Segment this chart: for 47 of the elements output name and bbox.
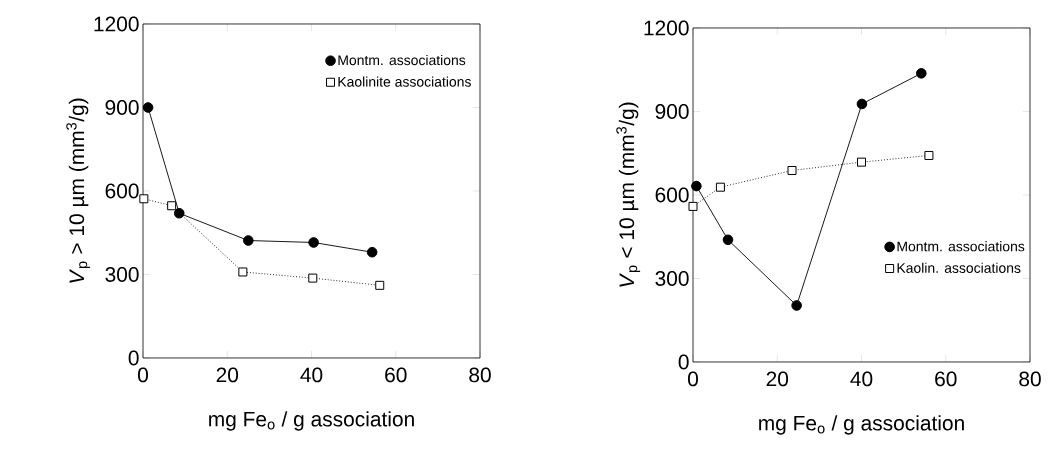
y-tick-label: 300 — [655, 271, 689, 286]
y-tick-label: 0 — [678, 354, 689, 370]
x-tick-label: 0 — [688, 371, 699, 387]
point — [924, 150, 934, 160]
point — [308, 237, 319, 248]
y-tick-label: 1200 — [94, 16, 139, 32]
x-tick-label: 20 — [766, 371, 789, 387]
point — [688, 201, 698, 211]
x-tick-label: 20 — [216, 367, 239, 383]
point — [142, 102, 154, 113]
x-tick-label: 80 — [469, 367, 491, 383]
y-tick-label: 900 — [105, 100, 139, 115]
legend-label: Kaolin. associations — [897, 262, 1021, 273]
x-axis-title: mg Fe$_{o}$ / g association — [209, 411, 414, 431]
x-axis-title: mg Fe$_{o}$ / g association — [759, 415, 964, 435]
y-axis-title: V$_{p}$ < 10 µm (mm$^{3}$/g) — [616, 102, 641, 287]
point — [916, 68, 927, 79]
y-tick-label: 900 — [655, 104, 689, 119]
point — [791, 300, 802, 311]
point — [375, 280, 385, 290]
point — [722, 234, 734, 246]
y-tick-label: 600 — [105, 183, 139, 199]
x-tick-label: 60 — [935, 371, 957, 387]
point — [856, 98, 868, 110]
y-axis-title: V$_{p}$ > 10 µm (mm$^{3}$/g) — [66, 98, 91, 283]
x-tick-label: 80 — [1019, 371, 1041, 387]
point — [139, 194, 149, 204]
point — [308, 273, 318, 283]
x-tick-label: 40 — [300, 367, 323, 383]
point — [243, 235, 254, 246]
x-tick-label: 40 — [850, 371, 873, 387]
point — [691, 180, 702, 192]
point — [173, 207, 185, 219]
legend-label: Montm. associations — [338, 54, 466, 66]
y-tick-label: 1200 — [644, 20, 689, 36]
point — [366, 246, 378, 258]
y-tick-label: 600 — [655, 187, 689, 203]
legend-label: Montm. associations — [897, 241, 1025, 252]
y-tick-label: 0 — [128, 350, 139, 366]
x-tick-label: 60 — [385, 367, 407, 383]
point — [787, 165, 797, 175]
point — [167, 201, 177, 211]
point — [238, 267, 248, 277]
point — [715, 182, 725, 192]
y-tick-label: 300 — [105, 267, 139, 282]
legend-label: Kaolinite associations — [338, 76, 471, 87]
point — [857, 157, 867, 167]
